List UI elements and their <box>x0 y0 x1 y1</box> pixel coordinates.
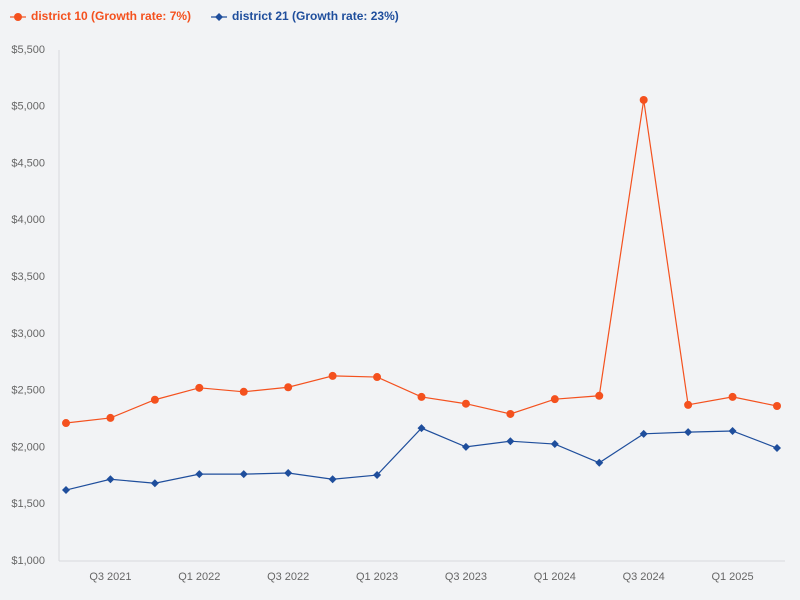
y-tick-label: $2,000 <box>11 441 45 453</box>
marker <box>195 383 204 392</box>
marker <box>506 409 515 418</box>
marker <box>150 479 159 488</box>
y-tick-label: $4,500 <box>11 157 45 169</box>
marker <box>461 442 470 451</box>
marker <box>639 429 648 438</box>
x-tick-label: Q3 2024 <box>623 571 665 583</box>
y-tick-label: $3,500 <box>11 271 45 283</box>
marker <box>773 401 781 410</box>
marker <box>684 400 693 409</box>
marker <box>239 470 248 479</box>
marker <box>328 475 337 484</box>
marker <box>373 373 382 382</box>
marker <box>595 391 604 400</box>
x-tick-label: Q1 2025 <box>711 571 753 583</box>
x-tick-label: Q1 2024 <box>534 571 576 583</box>
marker <box>195 470 204 479</box>
marker <box>461 399 470 408</box>
marker <box>506 437 515 446</box>
marker <box>728 392 737 401</box>
marker <box>62 419 70 428</box>
legend-item: district 10 (Growth rate: 7%) <box>10 9 191 23</box>
marker <box>684 428 693 437</box>
marker <box>728 426 737 435</box>
marker <box>239 387 248 396</box>
x-tick-label: Q3 2023 <box>445 571 487 583</box>
marker <box>106 475 115 484</box>
marker <box>417 392 426 401</box>
marker <box>550 395 559 404</box>
legend-label: district 10 (Growth rate: 7%) <box>31 9 191 23</box>
series-line <box>65 427 778 491</box>
y-tick-label: $1,500 <box>11 498 45 510</box>
y-tick-label: $2,500 <box>11 385 45 397</box>
marker <box>62 486 70 495</box>
x-tick-label: Q3 2022 <box>267 571 309 583</box>
legend-label: district 21 (Growth rate: 23%) <box>232 9 399 23</box>
marker <box>639 95 648 104</box>
y-tick-label: $4,000 <box>11 214 45 226</box>
marker <box>14 13 22 21</box>
x-tick-label: Q1 2023 <box>356 571 398 583</box>
marker <box>773 444 781 453</box>
marker <box>284 468 293 477</box>
marker <box>284 383 293 392</box>
legend-item: district 21 (Growth rate: 23%) <box>211 9 399 23</box>
marker <box>150 395 159 404</box>
y-tick-label: $5,000 <box>11 101 45 113</box>
marker <box>373 471 382 480</box>
y-tick-label: $1,000 <box>11 555 45 567</box>
marker <box>328 371 337 380</box>
marker <box>106 413 115 422</box>
marker <box>595 458 604 467</box>
x-tick-label: Q3 2021 <box>89 571 131 583</box>
series-line <box>65 99 778 424</box>
marker <box>215 13 224 21</box>
x-tick-label: Q1 2022 <box>178 571 220 583</box>
marker <box>417 424 426 433</box>
y-tick-label: $3,000 <box>11 328 45 340</box>
marker <box>550 440 559 449</box>
y-tick-label: $5,500 <box>11 44 45 56</box>
